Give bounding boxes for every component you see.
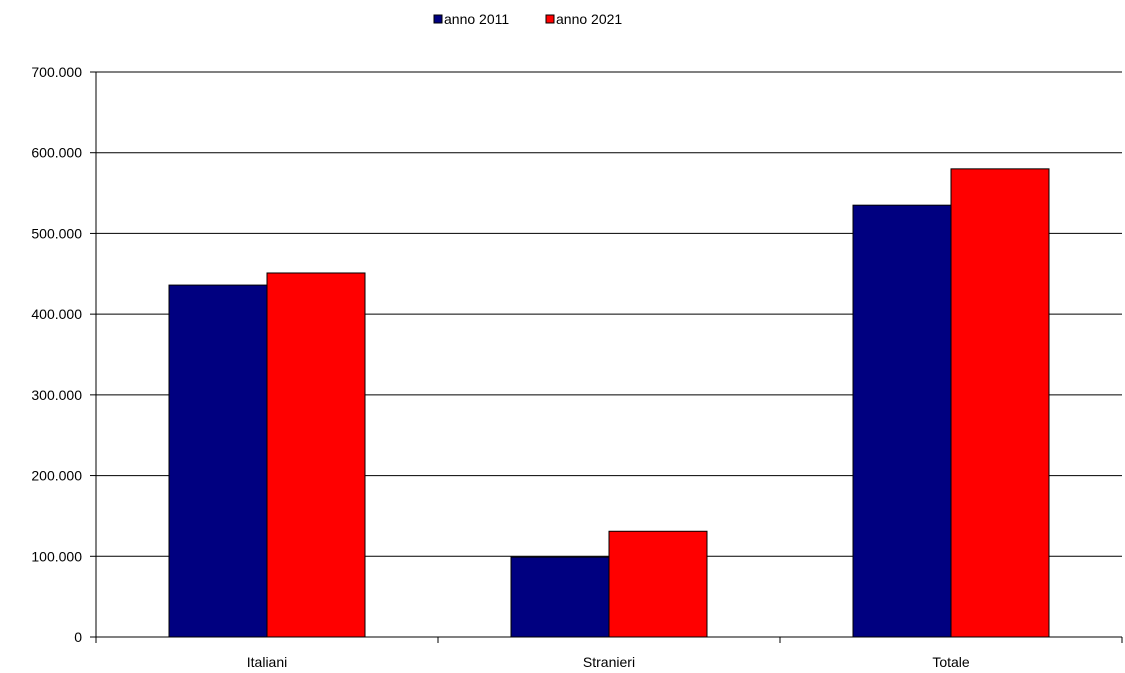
y-tick-label: 100.000 xyxy=(31,548,82,564)
bar-anno-2011-italiani xyxy=(168,284,268,638)
bar-anno-2021-totale xyxy=(950,168,1050,638)
bar-anno-2011-totale xyxy=(852,204,952,638)
legend: anno 2011 anno 2021 xyxy=(433,11,622,27)
x-axis-ticks: Italiani Stranieri Totale xyxy=(95,637,1123,670)
x-tick-label: Stranieri xyxy=(583,654,635,670)
legend-swatch xyxy=(545,14,555,24)
bar-anno-2021-italiani xyxy=(266,272,366,638)
legend-label: anno 2021 xyxy=(556,11,622,27)
axes xyxy=(95,72,1122,638)
y-tick-label: 300.000 xyxy=(31,387,82,403)
x-tick-label: Totale xyxy=(932,654,970,670)
y-tick-label: 0 xyxy=(74,629,82,645)
y-tick-label: 600.000 xyxy=(31,145,82,161)
legend-label: anno 2011 xyxy=(444,11,509,27)
x-tick-label: Italiani xyxy=(247,654,287,670)
bar-anno-2021-stranieri xyxy=(608,530,708,638)
bars xyxy=(168,168,1050,638)
bar-anno-2011-stranieri xyxy=(510,556,610,638)
y-axis-ticks: 0 100.000 200.000 300.000 400.000 500.000 600.… xyxy=(31,64,96,645)
y-tick-label: 400.000 xyxy=(31,306,82,322)
y-tick-label: 700.000 xyxy=(31,64,82,80)
legend-swatch xyxy=(433,14,443,24)
y-tick-label: 200.000 xyxy=(31,468,82,484)
y-tick-label: 500.000 xyxy=(31,225,82,241)
